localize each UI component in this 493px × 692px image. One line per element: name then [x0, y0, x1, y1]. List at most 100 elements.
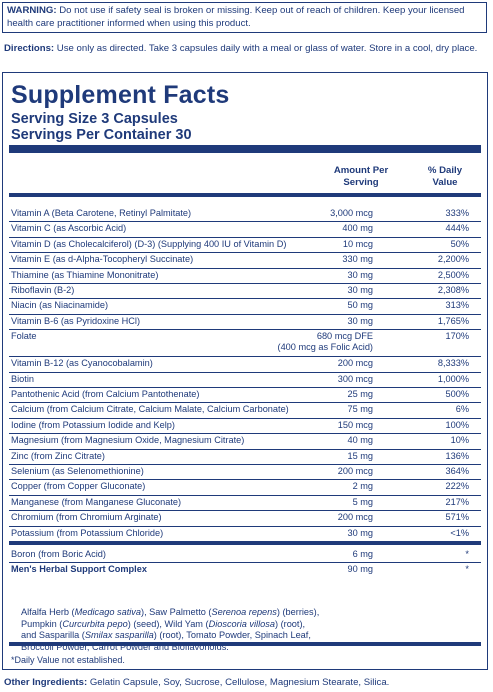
nutrient-name: Magnesium (from Magnesium Oxide, Magnesi…: [11, 435, 245, 446]
row-divider: [9, 433, 481, 435]
nutrient-name: Vitamin A (Beta Carotene, Retinyl Palmit…: [11, 208, 192, 218]
nutrient-row: Vitamin E (as d-Alpha-Tocopheryl Succina…: [9, 252, 481, 267]
nutrient-name: Vitamin B-6 (as Pyridoxine HCl): [11, 315, 141, 326]
nutrient-row: Vitamin B-12 (as Cyanocobalamin) 200 mcg 8…: [9, 356, 481, 371]
nutrient-dv: 444%: [445, 223, 470, 234]
nutrient-amount-sub: (400 mcg as Folic Acid): [277, 342, 373, 353]
nutrient-dv: 2,500%: [437, 269, 469, 280]
nutrient-dv: 2,308%: [437, 285, 469, 295]
nutrient-row: Potassium (from Potassium Chloride) 30 mg…: [9, 526, 481, 541]
row-divider: [9, 525, 481, 527]
row-divider: [9, 313, 481, 315]
nutrient-amount: 2 mg: [352, 481, 373, 492]
nutrient-row: Calcium (from Calcium Citrate, Calcium M…: [9, 402, 481, 417]
nutrient-row: Zinc (from Zinc Citrate) 15 mg 136%: [9, 449, 481, 464]
nutrient-amount: 3,000 mcg: [330, 208, 373, 218]
nutrient-dv: 217%: [445, 496, 470, 507]
row-divider: [9, 448, 481, 450]
nutrient-row: Niacin (as Niacinamide) 50 mg 313%: [9, 298, 481, 313]
dv-header-line2: Value: [432, 177, 458, 188]
nutrient-dv: 313%: [445, 300, 470, 311]
row-divider: [9, 464, 481, 465]
row-divider: [9, 267, 481, 269]
row-divider: [9, 387, 481, 388]
nutrient-name: Chromium (from Chromium Arginate): [11, 512, 162, 523]
nutrient-dv: 500%: [445, 389, 470, 399]
nutrient-dv: *: [465, 564, 469, 575]
nutrient-row: Pantothenic Acid (from Calcium Pantothen…: [9, 387, 481, 402]
nutrient-row: Vitamin C (as Ascorbic Acid) 400 mg 444%: [9, 221, 481, 236]
nutrient-name: Copper (from Copper Gluconate): [11, 481, 146, 492]
nutrient-amount: 40 mg: [347, 435, 373, 446]
nutrient-row: Vitamin B-6 (as Pyridoxine HCl) 30 mg 1,76…: [9, 314, 481, 329]
nutrient-dv: 333%: [445, 208, 470, 218]
nutrient-amount: 30 mg: [347, 285, 373, 295]
nutrient-name: Selenium (as Selenomethionine): [11, 466, 144, 476]
nutrient-amount: 680 mcg DFE: [316, 331, 373, 342]
nutrient-name: Zinc (from Zinc Citrate): [11, 450, 105, 461]
nutrient-row: Copper (from Copper Gluconate) 2 mg 222%: [9, 479, 481, 494]
bottom-rule: [9, 642, 481, 646]
nutrient-amount: 6 mg: [352, 549, 373, 559]
nutrient-dv: 136%: [445, 450, 470, 461]
nutrient-amount: 300 mcg: [337, 373, 373, 384]
nutrient-dv: 1,765%: [437, 315, 469, 326]
header-rule: [9, 193, 481, 197]
row-divider: [9, 541, 481, 545]
nutrient-row: Manganese (from Manganese Gluconate) 5 mg…: [9, 495, 481, 510]
nutrient-dv: 571%: [445, 512, 470, 523]
nutrient-name: Pantothenic Acid (from Calcium Pantothen…: [11, 389, 200, 399]
nutrient-name: Biotin: [11, 373, 34, 384]
dv-header-line1: % Daily: [427, 165, 463, 176]
nutrient-amount: 150 mcg: [337, 419, 373, 430]
nutrient-name: Vitamin C (as Ascorbic Acid): [11, 223, 127, 234]
nutrient-row: Men's Herbal Support Complex 90 mg *: [9, 562, 481, 577]
warning-text: Do not use if safety seal is broken or m…: [7, 5, 465, 29]
nutrient-amount: 200 mcg: [337, 466, 373, 476]
nutrient-row: Magnesium (from Magnesium Oxide, Magnesi…: [9, 433, 481, 448]
nutrient-dv: *: [465, 549, 469, 559]
nutrient-row: Biotin 300 mcg 1,000%: [9, 372, 481, 387]
nutrient-amount: 400 mg: [342, 223, 373, 234]
nutrient-name: Vitamin D (as Cholecalciferol) (D-3) (Su…: [11, 238, 287, 249]
other-ingredients-text: Gelatin Capsule, Soy, Sucrose, Cellulose…: [87, 677, 390, 688]
directions-text: Use only as directed. Take 3 capsules da…: [54, 43, 478, 54]
nutrient-name: Potassium (from Potassium Chloride): [11, 527, 164, 538]
row-divider: [9, 329, 481, 331]
row-divider: [9, 510, 481, 512]
directions: Directions: Use only as directed. Take 3…: [4, 43, 488, 56]
nutrient-row: Folate 680 mcg DFE 170% (400 mcg as Folic A…: [9, 329, 481, 356]
nutrient-name: Calcium (from Calcium Citrate, Calcium M…: [11, 404, 289, 415]
nutrient-name: Manganese (from Manganese Gluconate): [11, 496, 182, 507]
nutrient-row: Thiamine (as Thiamine Mononitrate) 30 mg 2…: [9, 268, 481, 283]
row-divider: [9, 356, 481, 358]
row-divider: [9, 417, 481, 419]
dv-header: % Daily Value: [415, 165, 475, 189]
nutrient-amount: 15 mg: [347, 450, 373, 461]
nutrient-dv: 364%: [445, 466, 470, 476]
amount-header-line2: Serving: [343, 177, 379, 188]
nutrient-row: Chromium (from Chromium Arginate) 200 mcg…: [9, 510, 481, 525]
nutrient-name: Men's Herbal Support Complex: [11, 564, 147, 575]
nutrient-name: Vitamin E (as d-Alpha-Tocopheryl Succina…: [11, 254, 194, 265]
row-divider: [9, 283, 481, 284]
nutrient-dv: 50%: [450, 238, 469, 249]
row-divider: [9, 479, 481, 481]
nutrient-row: Iodine (from Potassium Iodide and Kelp) 1…: [9, 418, 481, 433]
serving-size: Serving Size 3 Capsules: [11, 111, 178, 127]
nutrient-row: Selenium (as Selenomethionine) 200 mcg 364…: [9, 464, 481, 479]
nutrient-amount: 90 mg: [347, 564, 373, 575]
row-divider: [9, 252, 481, 254]
row-divider: [9, 298, 481, 300]
nutrient-amount: 200 mcg: [337, 512, 373, 523]
thick-rule: [9, 145, 481, 153]
directions-label: Directions:: [4, 43, 55, 54]
warning-label: WARNING:: [7, 5, 57, 16]
nutrient-amount: 50 mg: [347, 300, 373, 311]
nutrient-amount: 30 mg: [347, 315, 373, 326]
row-divider: [9, 236, 481, 238]
supplement-facts-panel: Supplement Facts Serving Size 3 Capsules…: [2, 72, 488, 670]
nutrient-amount: 30 mg: [347, 527, 373, 538]
panel-title: Supplement Facts: [11, 81, 230, 109]
nutrient-dv: 6%: [455, 404, 469, 415]
